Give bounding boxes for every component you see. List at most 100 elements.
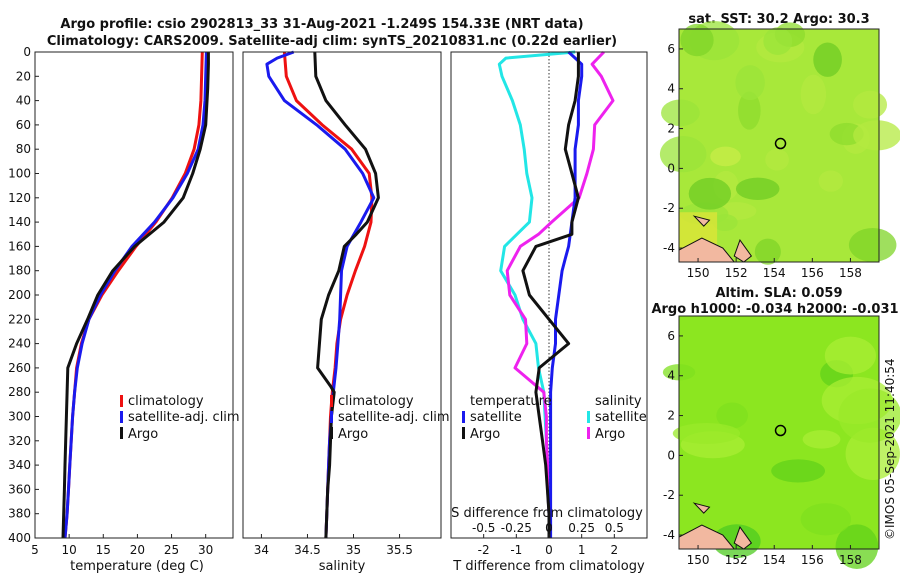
difference-legend: temperature satellite Argo salinity sate… — [462, 394, 647, 442]
salinity-tick-labels: 34 34.5 35 35.5 — [254, 534, 413, 557]
map-field-patch — [738, 91, 761, 130]
imos-watermark: ©IMOS 05-Sep-2021 11:40:54 — [883, 358, 897, 540]
legend-swatch-climatology — [120, 395, 123, 407]
depth-tick-label: 360 — [8, 482, 31, 496]
argo-position-marker — [774, 424, 787, 437]
difference-plot-area — [497, 50, 615, 538]
legend-s-argo: Argo — [595, 427, 625, 442]
depth-tick-label: 280 — [8, 385, 31, 399]
map-field-patch — [848, 227, 897, 262]
map-field-patch — [765, 148, 789, 171]
depth-tick-label: 400 — [8, 531, 31, 545]
difference-panel: -2 -1 0 1 2 -0.5 -0.25 0 0.25 0.5 S difference f… — [450, 50, 648, 574]
s-difference-tick-label: 0.5 — [605, 521, 624, 535]
depth-tick-label: 80 — [16, 142, 31, 156]
lon-tick-label: 154 — [763, 266, 786, 280]
depth-tick-label: 200 — [8, 288, 31, 302]
salinity-legend: climatology satellite-adj. clim Argo — [330, 394, 450, 442]
map-frame — [678, 315, 880, 550]
map-field-patch — [680, 23, 714, 57]
map-field-patch — [763, 27, 793, 55]
lat-tick-label: -2 — [663, 488, 675, 502]
t-difference-tick-label: 2 — [611, 543, 619, 557]
salinity-plot-area — [265, 50, 380, 539]
salinity-tick-label: 35.5 — [386, 543, 413, 557]
map-field-patch — [672, 422, 741, 444]
t-difference-tick-labels: -2 -1 0 1 2 — [478, 534, 618, 557]
legend-satellite: satellite-adj. clim — [338, 410, 450, 425]
depth-tick-label: 300 — [8, 410, 31, 424]
map-field-patch — [800, 503, 852, 536]
lat-tick-label: 6 — [667, 329, 675, 343]
climatology-temperature-line — [63, 51, 204, 539]
map-field-patch — [835, 524, 879, 569]
argo-temperature-line — [61, 52, 210, 539]
title-line-2: Climatology: CARS2009. Satellite-adj cli… — [47, 34, 617, 49]
lon-tick-label: 154 — [763, 553, 786, 567]
map-field-patch — [688, 177, 732, 210]
temperature-tick-label: 10 — [61, 543, 76, 557]
depth-tick-label: 380 — [8, 507, 31, 521]
legend-swatch-satellite — [330, 411, 333, 423]
lat-tick-label: 6 — [667, 42, 675, 56]
lon-tick-label: 152 — [725, 266, 748, 280]
sst-map-title: sat. SST: 30.2 Argo: 30.3 — [688, 12, 869, 27]
argo-position-marker — [774, 137, 787, 150]
map-field-patch — [802, 430, 841, 449]
s-difference-tick-label: 0 — [545, 521, 553, 535]
lon-tick-label: 156 — [801, 553, 824, 567]
title-line-1: Argo profile: csio 2902813_33 31-Aug-202… — [60, 17, 583, 32]
map-field-patch — [824, 336, 876, 375]
sla-map-panel: Altim. SLA: 0.059 Argo h1000: -0.034 h20… — [651, 286, 900, 569]
map-field-patch — [712, 214, 738, 231]
salinity-tick-label: 35 — [346, 543, 361, 557]
temperature-panel: 0 20 40 60 80 100 120 140 160 180 200 220 240 260 280 3… — [8, 45, 240, 574]
legend-swatch-s-argo — [587, 427, 590, 439]
legend-swatch-s-satellite — [587, 411, 590, 423]
lon-tick-label: 158 — [839, 266, 862, 280]
depth-tick-label: 20 — [16, 69, 31, 83]
map-field-patch — [754, 238, 781, 265]
lat-tick-label: 2 — [667, 409, 675, 423]
sla-map-title-2: Argo h1000: -0.034 h2000: -0.031 — [651, 302, 898, 317]
t-difference-tick-label: 1 — [578, 543, 586, 557]
depth-tick-label: 220 — [8, 312, 31, 326]
lat-tick-label: 2 — [667, 122, 675, 136]
salinity-axes-box — [242, 51, 442, 539]
lon-tick-label: 150 — [687, 553, 710, 567]
map-field-patch — [818, 170, 843, 192]
map-field-patch — [710, 146, 741, 167]
legend-s-satellite: satellite — [595, 410, 647, 425]
temperature-xlabel: temperature (deg C) — [70, 559, 204, 574]
depth-tick-label: 140 — [8, 215, 31, 229]
depth-tick-label: 120 — [8, 191, 31, 205]
temperature-tick-label: 20 — [130, 543, 145, 557]
depth-tick-labels: 0 20 40 60 80 100 120 140 160 180 200 220 240 260 280 3… — [8, 45, 39, 545]
legend-swatch-satellite — [120, 411, 123, 423]
temperature-tick-labels: 5 10 15 20 25 30 — [31, 534, 213, 557]
temperature-tick-label: 15 — [96, 543, 111, 557]
map-frame — [678, 28, 880, 263]
legend-argo: Argo — [338, 427, 368, 442]
temperature-plot-area — [61, 51, 210, 539]
map-field-patch — [661, 99, 700, 127]
t-difference-tick-label: 0 — [545, 543, 553, 557]
satellite-temperature-line — [63, 51, 208, 539]
temperature-tick-label: 30 — [198, 543, 213, 557]
lat-tick-label: -4 — [663, 241, 675, 255]
s-difference-tick-label: -0.25 — [501, 521, 532, 535]
depth-tick-label: 340 — [8, 458, 31, 472]
salinity-tick-label: 34 — [254, 543, 269, 557]
depth-tick-label: 260 — [8, 361, 31, 375]
depth-tick-label: 40 — [16, 94, 31, 108]
temperature-tick-label: 25 — [164, 543, 179, 557]
depth-tick-label: 0 — [23, 45, 31, 59]
sla-map-title-1: Altim. SLA: 0.059 — [716, 286, 843, 301]
t-satellite-difference-line — [549, 50, 584, 538]
lat-tick-label: 0 — [667, 448, 675, 462]
sla-map: 150 152 154 156 158 -4 -2 0 2 4 6 — [662, 315, 900, 569]
lon-tick-label: 156 — [801, 266, 824, 280]
s-difference-tick-label: 0.25 — [568, 521, 595, 535]
legend-swatch-argo — [330, 427, 333, 439]
